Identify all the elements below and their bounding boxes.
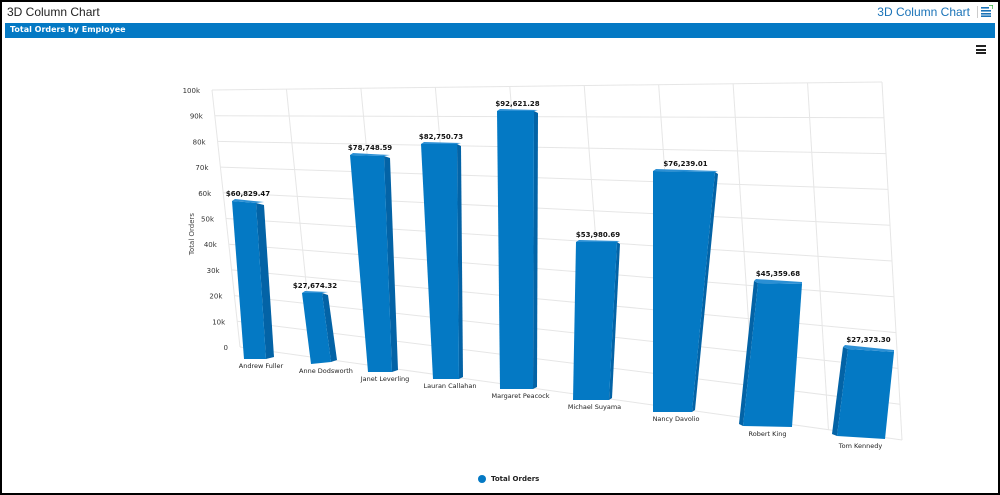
- hamburger-menu-icon[interactable]: [976, 45, 986, 54]
- app-title: 3D Column Chart: [7, 5, 100, 19]
- bar-michael-suyama[interactable]: $53,980.69 Michael Suyama: [568, 231, 621, 411]
- x-axis-label: Tom Kennedy: [838, 442, 883, 450]
- export-icon[interactable]: [981, 5, 993, 17]
- y-axis-ticks: 0 10k 20k 30k 40k 50k 60k 70k 80k 90k 100k: [183, 87, 228, 352]
- svg-text:50k: 50k: [201, 216, 215, 224]
- separator: [977, 6, 978, 18]
- x-axis-label: Robert King: [749, 430, 787, 438]
- x-axis-label: Andrew Fuller: [239, 362, 284, 370]
- x-axis-label: Lauran Callahan: [424, 382, 477, 390]
- chart-header-band: Total Orders by Employee: [5, 23, 995, 38]
- svg-text:20k: 20k: [209, 293, 223, 301]
- data-label: $27,674.32: [293, 282, 337, 290]
- svg-text:0: 0: [224, 344, 228, 352]
- svg-text:40k: 40k: [204, 241, 218, 249]
- svg-text:80k: 80k: [193, 138, 207, 146]
- bar-lauran-callahan[interactable]: $82,750.73 Lauran Callahan: [419, 133, 477, 390]
- svg-text:100k: 100k: [183, 87, 201, 95]
- svg-text:90k: 90k: [190, 113, 204, 121]
- gridlines: [211, 81, 903, 441]
- svg-text:60k: 60k: [198, 190, 212, 198]
- legend-item-total-orders[interactable]: Total Orders: [478, 475, 539, 483]
- bar-anne-dodsworth[interactable]: $27,674.32 Anne Dodsworth: [293, 282, 353, 375]
- legend-label: Total Orders: [491, 475, 540, 483]
- data-label: $76,239.01: [663, 160, 707, 168]
- svg-text:10k: 10k: [212, 318, 226, 326]
- y-axis-title: Total Orders: [188, 213, 196, 256]
- data-label: $78,748.59: [348, 144, 392, 152]
- x-axis-label: Janet Leverling: [360, 375, 410, 383]
- x-axis-label: Anne Dodsworth: [299, 367, 353, 375]
- data-label: $92,621.28: [495, 100, 539, 108]
- title-bar: 3D Column Chart 3D Column Chart: [2, 2, 998, 22]
- svg-text:30k: 30k: [207, 267, 221, 275]
- data-label: $45,359.68: [756, 270, 800, 278]
- bar-series-total-orders: $60,829.47 Andrew Fuller $27,674.32 Anne Do…: [226, 100, 894, 450]
- bar-janet-leverling[interactable]: $78,748.59 Janet Leverling: [348, 144, 409, 383]
- data-label: $82,750.73: [419, 133, 463, 141]
- bar-nancy-davolio[interactable]: $76,239.01 Nancy Davolio: [653, 160, 718, 423]
- bar-tom-kennedy[interactable]: $27,373.30 Tom Kennedy: [832, 336, 894, 450]
- data-label: $60,829.47: [226, 190, 270, 198]
- chart-type-link[interactable]: 3D Column Chart: [877, 5, 970, 19]
- svg-text:70k: 70k: [195, 164, 209, 172]
- data-label: $53,980.69: [576, 231, 620, 239]
- chart-title: Total Orders by Employee: [10, 25, 126, 34]
- bar-robert-king[interactable]: $45,359.68 Robert King: [739, 270, 802, 438]
- data-label: $27,373.30: [846, 336, 890, 344]
- x-axis-label: Michael Suyama: [568, 403, 621, 411]
- x-axis-label: Nancy Davolio: [653, 415, 700, 423]
- bar-andrew-fuller[interactable]: $60,829.47 Andrew Fuller: [226, 190, 284, 370]
- bar-margaret-peacock[interactable]: $92,621.28 Margaret Peacock: [492, 100, 550, 400]
- x-axis-label: Margaret Peacock: [492, 392, 550, 400]
- legend-marker-icon: [478, 475, 486, 483]
